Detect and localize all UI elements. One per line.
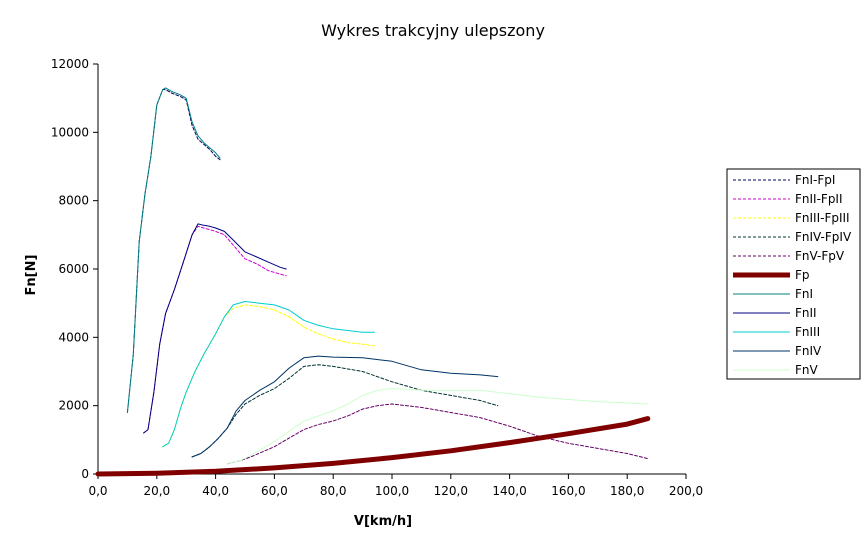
x-tick-label: 200,0 (669, 484, 703, 498)
legend-item-label: FnIII-FpIII (795, 211, 850, 225)
x-tick-label: 20,0 (143, 484, 170, 498)
y-axis: 0 2000 4000 6000 8000 10000 12000 (51, 57, 99, 481)
legend-item-label: FnIII (795, 325, 820, 339)
legend-item-label: FnII-FpII (795, 192, 843, 206)
y-tick-label: 0 (81, 467, 89, 481)
legend-item-label: FnV-FpV (795, 249, 845, 263)
series-line-fniv (191, 355, 499, 458)
x-tick-label: 140,0 (492, 484, 526, 498)
x-tick-label: 100,0 (375, 484, 409, 498)
x-tick-label: 60,0 (261, 484, 288, 498)
legend: FnI-FpI FnII-FpII FnIII-FpIII FnIV-FpIV FnV-… (726, 168, 861, 380)
y-tick-label: 10000 (51, 125, 89, 139)
x-tick-label: 180,0 (610, 484, 644, 498)
series-line-fni-fpi (126, 89, 221, 413)
series-line-fniv-fpiv (191, 364, 499, 458)
legend-item-label: FnI (795, 287, 813, 301)
x-tick-label: 40,0 (202, 484, 229, 498)
x-tick-label: 120,0 (434, 484, 468, 498)
legend-item-label: FnIV-FpIV (795, 230, 852, 244)
legend-item-label: FnIV (795, 344, 822, 358)
x-axis-label: V[km/h] (354, 514, 412, 529)
y-axis-label: Fn[N] (24, 255, 39, 296)
series-line-fniii-fpiii (162, 304, 375, 448)
y-tick-label: 6000 (58, 262, 89, 276)
y-tick-label: 12000 (51, 57, 89, 71)
series-line-fnv (226, 388, 649, 465)
y-tick-label: 2000 (58, 399, 89, 413)
y-tick-label: 4000 (58, 330, 89, 344)
x-tick-label: 160,0 (551, 484, 585, 498)
legend-item-label: Fp (795, 268, 810, 282)
legend-item-label: FnV (795, 363, 819, 377)
series-line-fp (95, 416, 651, 477)
x-tick-label: 80,0 (320, 484, 347, 498)
chart-title: Wykres trakcyjny ulepszony (321, 21, 545, 40)
series-line-fniii (162, 301, 375, 448)
legend-item-label: FnI-FpI (795, 173, 835, 187)
y-tick-label: 8000 (58, 194, 89, 208)
series-group (95, 87, 651, 477)
series-line-fnii (143, 223, 287, 434)
x-axis: 0,0 20,0 40,0 60,0 80,0 100,0 120,0 140,0 160,0 1… (88, 473, 703, 498)
x-tick-label: 0,0 (88, 484, 107, 498)
series-line-fnii-fpii (143, 225, 287, 434)
series-line-fni (126, 87, 221, 413)
legend-item-label: FnII (795, 306, 817, 320)
